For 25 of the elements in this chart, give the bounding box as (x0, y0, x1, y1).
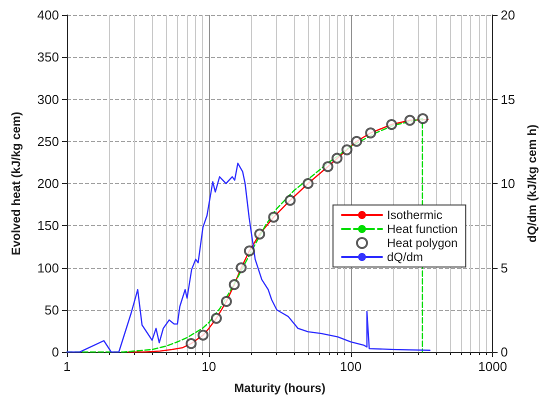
x-tick-label: 100 (340, 359, 362, 374)
y-tick-label: 0 (52, 344, 59, 360)
y-axis-title: Evolved heat (kJ/kg cem) (9, 112, 23, 256)
x-tick-label: 1000 (478, 359, 508, 374)
y2-tick-label: 10 (500, 176, 516, 191)
y2-axis-title: dQ/dm (kJ/kg cem h) (525, 124, 539, 243)
y-tick-label: 200 (37, 176, 59, 191)
y-tick-label: 150 (37, 218, 59, 234)
y2-tick-label: 5 (500, 260, 508, 276)
legend-label: Heat function (387, 222, 458, 236)
y-tick-label: 50 (44, 302, 59, 318)
x-tick-label: 10 (202, 359, 216, 374)
y-tick-label: 100 (37, 260, 59, 276)
y-tick-label: 350 (37, 50, 59, 65)
y2-tick-label: 0 (500, 344, 508, 360)
legend-label: dQ/dm (387, 250, 424, 264)
legend-label: Heat polygon (387, 236, 458, 250)
y-tick-label: 400 (37, 8, 59, 22)
y-tick-label: 300 (37, 92, 59, 107)
x-axis-title: Maturity (hours) (234, 381, 326, 395)
legend-label: Isothermic (387, 208, 442, 222)
y2-tick-label: 15 (500, 92, 516, 107)
y2-tick-label: 20 (500, 8, 516, 22)
x-tick-label: 1 (63, 359, 71, 374)
y-tick-label: 250 (37, 134, 59, 149)
